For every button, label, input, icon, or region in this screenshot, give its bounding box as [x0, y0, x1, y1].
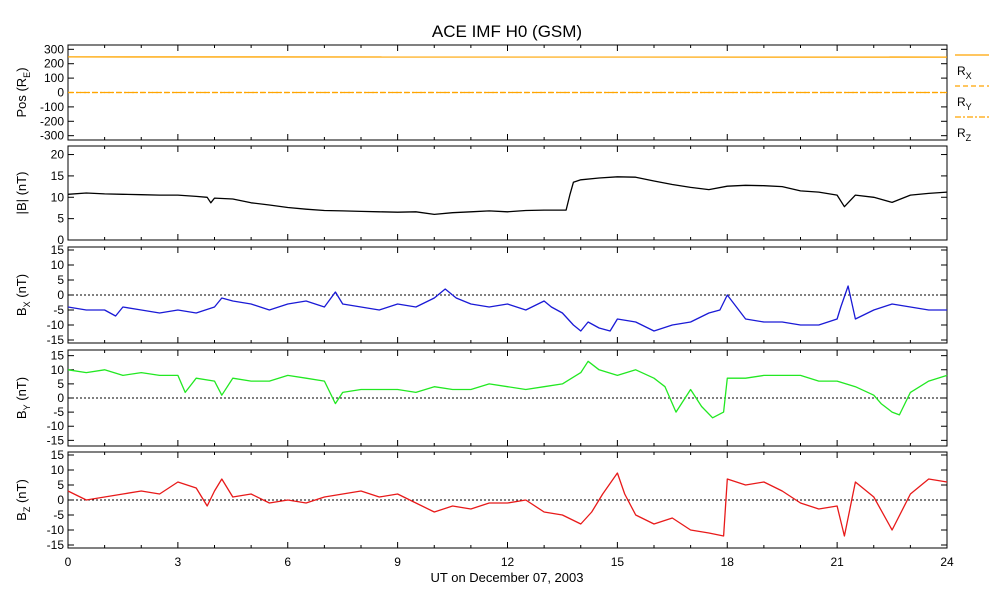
y-tick-label: -200	[40, 114, 64, 128]
y-tick-label: 5	[57, 273, 64, 287]
y-tick-label: 15	[51, 243, 65, 257]
y-tick-label: -10	[47, 318, 65, 332]
y-tick-label: 300	[44, 42, 64, 56]
y-tick-label: -5	[53, 405, 64, 419]
chart-title: ACE IMF H0 (GSM)	[432, 22, 582, 41]
y-tick-label: 5	[57, 212, 64, 226]
y-tick-label: 10	[51, 190, 65, 204]
y-tick-label: 5	[57, 377, 64, 391]
panel-frame	[67, 145, 948, 241]
panel-frame	[67, 451, 948, 549]
series-line-bx	[67, 285, 947, 332]
y-axis-label-bz: BZ (nT)	[14, 479, 32, 521]
series-line-by	[67, 360, 948, 419]
y-axis-label-by: BY (nT)	[14, 377, 32, 419]
legend-label-rz: RZ	[957, 126, 972, 143]
y-tick-label: -15	[47, 538, 65, 552]
legend-label-rx: RX	[957, 64, 972, 81]
y-tick-label: -15	[47, 433, 65, 447]
x-tick-label: 24	[940, 555, 954, 569]
y-tick-label: 10	[51, 463, 65, 477]
y-axis-label-bx: BX (nT)	[14, 274, 32, 316]
y-tick-label: 15	[51, 169, 65, 183]
panel-b: 20 15 10 5 0 |B| (nT)	[14, 145, 948, 247]
y-tick-label: 200	[44, 57, 64, 71]
panel-frame	[67, 246, 948, 344]
y-tick-label: 15	[51, 349, 65, 363]
y-tick-label: -300	[40, 129, 64, 143]
x-tick-label: 12	[501, 555, 515, 569]
y-tick-label: -5	[53, 508, 64, 522]
y-tick-label: 100	[44, 71, 64, 85]
x-tick-label: 6	[284, 555, 291, 569]
y-tick-label: 10	[51, 363, 65, 377]
x-tick-label: 9	[394, 555, 401, 569]
y-tick-label: 0	[57, 288, 64, 302]
y-tick-label: 0	[57, 86, 64, 100]
series-line-b	[67, 176, 948, 216]
y-tick-label: -10	[47, 419, 65, 433]
x-tick-label: 0	[65, 555, 72, 569]
panel-frame	[67, 349, 948, 447]
y-tick-label: 15	[51, 448, 65, 462]
y-tick-label: 0	[57, 391, 64, 405]
y-tick-label: -15	[47, 333, 65, 347]
y-tick-label: -10	[47, 523, 65, 537]
legend-label-ry: RY	[957, 95, 972, 112]
y-tick-label: 0	[57, 493, 64, 507]
y-tick-label: -5	[53, 303, 64, 317]
series-line-bz	[67, 472, 948, 537]
y-tick-label: 0	[57, 233, 64, 247]
y-axis-label-pos: Pos (RE)	[14, 67, 32, 117]
x-tick-label: 15	[611, 555, 625, 569]
x-tick-label: 21	[830, 555, 844, 569]
y-tick-label: 10	[51, 258, 65, 272]
y-tick-label: 20	[51, 148, 65, 162]
y-axis-label-b: |B| (nT)	[14, 172, 29, 215]
x-axis-title: UT on December 07, 2003	[431, 570, 584, 585]
y-tick-label: -100	[40, 100, 64, 114]
x-tick-label: 3	[175, 555, 182, 569]
y-tick-label: 5	[57, 478, 64, 492]
x-tick-label: 18	[721, 555, 735, 569]
position-legend: RX RY RZ	[955, 54, 989, 143]
